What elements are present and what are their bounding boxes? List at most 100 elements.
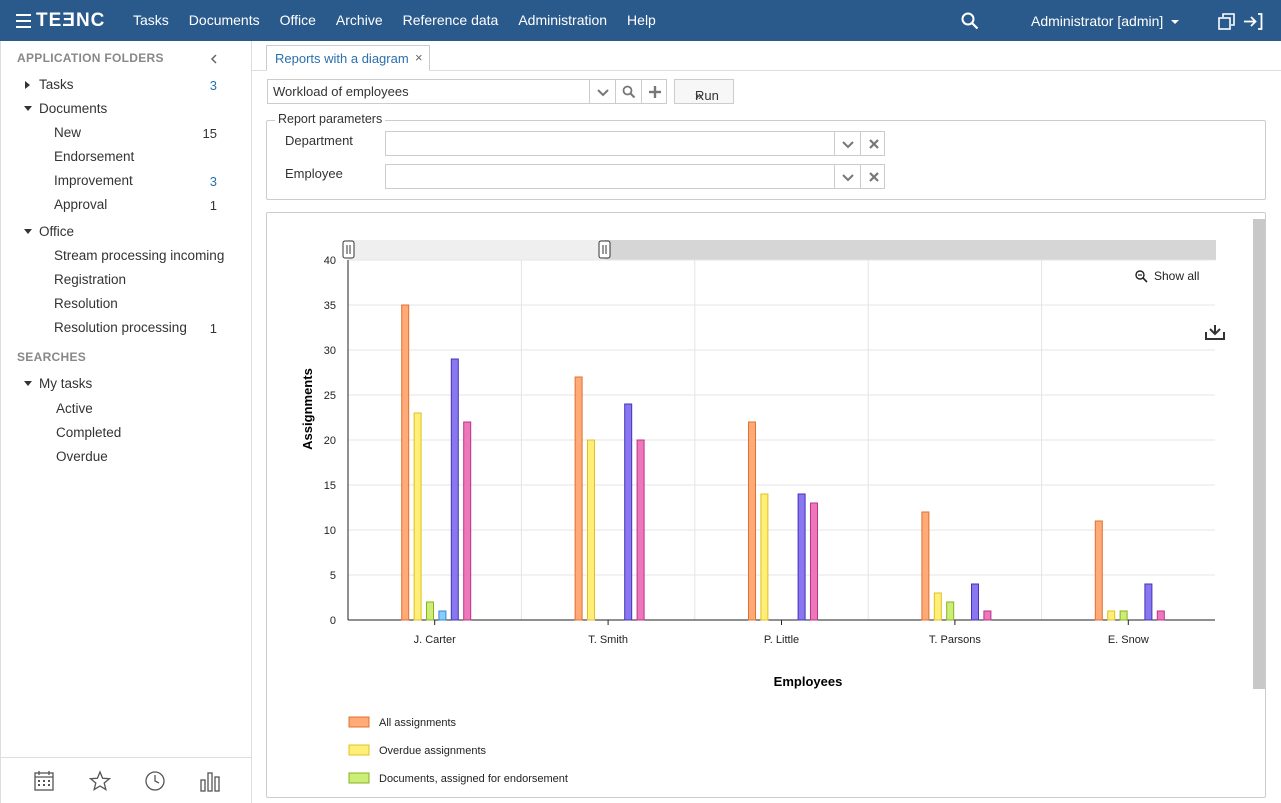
bar	[797, 493, 806, 621]
zoom-handle-right[interactable]	[598, 240, 611, 259]
bar	[946, 601, 955, 621]
sidebar-item-improvement[interactable]: Improvement	[54, 173, 133, 188]
department-dropdown[interactable]	[834, 132, 860, 155]
sidebar-item-new[interactable]: New	[54, 125, 82, 140]
download-icon[interactable]	[1205, 325, 1225, 340]
app-logo[interactable]: TEƎNC	[16, 10, 106, 31]
zoom-navigator-selection[interactable]	[348, 240, 605, 260]
resolution-processing-count: 1	[209, 321, 217, 336]
collapse-icon[interactable]	[24, 106, 32, 111]
nav-documents[interactable]: Documents	[188, 12, 260, 28]
x-tick-label: T. Parsons	[929, 634, 981, 646]
add-button[interactable]	[641, 80, 667, 103]
bar-chart-icon[interactable]	[199, 770, 221, 792]
bar	[1094, 520, 1103, 621]
collapse-icon[interactable]	[24, 229, 32, 234]
sidebar-item-approval[interactable]: Approval	[54, 197, 108, 212]
report-select[interactable]: Workload of employees	[267, 79, 667, 104]
sidebar-item-registration[interactable]: Registration	[54, 272, 127, 287]
nav-help[interactable]: Help	[627, 12, 656, 28]
legend-label: Documents, assigned for endorsement	[379, 773, 568, 785]
nav-administration[interactable]: Administration	[518, 12, 608, 28]
y-tick-label: 5	[330, 570, 336, 582]
sidebar-item-stream-processing[interactable]: Stream processing incoming	[54, 248, 225, 263]
legend-item: All assignments	[348, 716, 457, 729]
sidebar-item-resolution-processing[interactable]: Resolution processing	[54, 320, 187, 335]
employee-field[interactable]	[385, 164, 885, 189]
employee-label: Employee	[285, 166, 343, 181]
bar	[921, 511, 930, 621]
y-tick-label: 20	[324, 435, 336, 447]
sidebar-item-endorsement[interactable]: Endorsement	[54, 149, 135, 164]
bar	[413, 412, 422, 621]
show-all-label: Show all	[1154, 269, 1199, 283]
bar	[463, 421, 472, 621]
nav-reference-data[interactable]: Reference data	[402, 12, 499, 28]
history-icon[interactable]	[144, 770, 166, 792]
bar	[401, 304, 410, 621]
searches-header: SEARCHES	[17, 350, 87, 364]
chart-panel	[266, 212, 1266, 798]
sidebar-item-active[interactable]: Active	[56, 401, 93, 416]
tab-strip-line	[252, 70, 1281, 71]
y-axis-label: Assignments	[300, 368, 315, 450]
collapse-icon[interactable]	[24, 381, 32, 386]
user-name: Administrator [admin]	[1031, 13, 1164, 29]
zoom-handle-left[interactable]	[342, 240, 355, 259]
expand-icon[interactable]	[25, 81, 30, 89]
vertical-scrollbar[interactable]	[1253, 219, 1265, 689]
sidebar-item-tasks[interactable]: Tasks	[39, 77, 74, 92]
y-tick-label: 30	[324, 345, 336, 357]
chevron-down-icon	[842, 141, 854, 149]
new-window-icon[interactable]	[1218, 13, 1235, 30]
bar	[983, 610, 992, 621]
employee-clear[interactable]	[860, 165, 886, 188]
sidebar-item-documents[interactable]: Documents	[39, 101, 108, 116]
bar	[636, 439, 645, 621]
star-icon[interactable]	[89, 770, 111, 792]
bar	[1156, 610, 1165, 621]
y-tick-label: 15	[324, 480, 336, 492]
calendar-icon[interactable]	[34, 770, 54, 792]
tab-reports-with-diagram[interactable]: Reports with a diagram ×	[266, 45, 430, 71]
dropdown-button[interactable]	[589, 80, 615, 103]
y-axis-ticks: 0 5 10 15 20 25 30 35 40	[324, 255, 336, 627]
y-tick-label: 25	[324, 390, 336, 402]
sidebar-item-office[interactable]: Office	[39, 224, 75, 239]
department-clear[interactable]	[860, 132, 886, 155]
plus-icon	[649, 86, 661, 98]
legend-swatch	[348, 716, 370, 728]
sidebar-item-overdue[interactable]: Overdue	[56, 449, 108, 464]
top-nav: Tasks Documents Office Archive Reference…	[133, 12, 676, 28]
bar	[1119, 610, 1128, 621]
chart-bars	[401, 304, 1165, 621]
sidebar-item-resolution[interactable]: Resolution	[54, 296, 118, 311]
close-icon[interactable]: ×	[415, 50, 423, 65]
legend-item: Overdue assignments	[348, 744, 486, 757]
nav-office[interactable]: Office	[279, 12, 316, 28]
user-menu[interactable]: Administrator [admin]	[1031, 13, 1180, 29]
bar	[1107, 610, 1116, 621]
bar	[971, 583, 979, 621]
show-all-button[interactable]: Show all	[1135, 269, 1199, 283]
x-axis-label: Employees	[774, 674, 843, 689]
department-label: Department	[285, 133, 353, 148]
brand-name: TEƎNC	[36, 10, 106, 31]
new-count: 15	[202, 126, 217, 141]
search-button[interactable]	[615, 80, 641, 103]
approval-count: 1	[209, 198, 217, 213]
sidebar-item-completed[interactable]: Completed	[56, 425, 122, 440]
run-button[interactable]: » Run	[674, 79, 734, 104]
nav-tasks[interactable]: Tasks	[133, 12, 169, 28]
chevron-left-icon[interactable]	[209, 53, 219, 65]
search-icon[interactable]	[961, 12, 979, 30]
logout-icon[interactable]	[1243, 13, 1263, 30]
nav-archive[interactable]: Archive	[335, 12, 383, 28]
department-field[interactable]	[385, 131, 885, 156]
sidebar-item-my-tasks[interactable]: My tasks	[39, 376, 93, 391]
employee-dropdown[interactable]	[834, 165, 860, 188]
legend-label: All assignments	[379, 717, 457, 729]
legend-label: Overdue assignments	[379, 745, 486, 757]
bar	[450, 358, 459, 621]
bar	[438, 610, 447, 621]
